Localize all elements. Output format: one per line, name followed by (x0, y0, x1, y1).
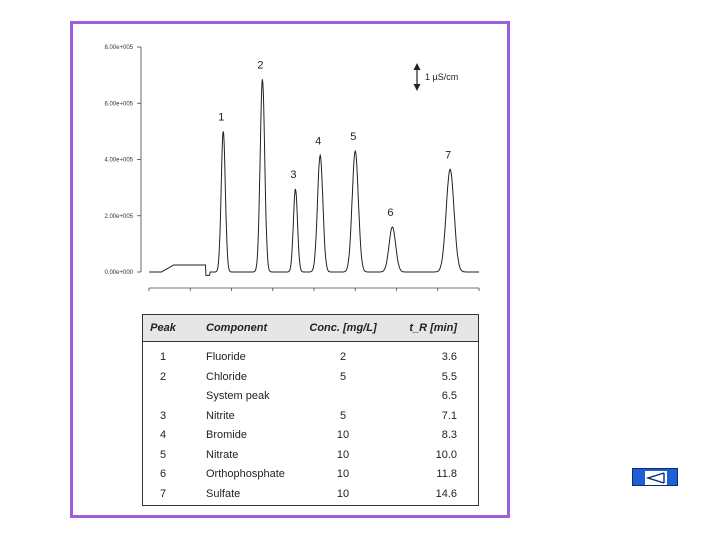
table-row: 4 Bromide 10 8.3 (143, 426, 478, 445)
arrow-down-icon (413, 84, 421, 91)
cell-retention-time: 8.3 (441, 429, 457, 441)
back-button[interactable] (632, 468, 678, 486)
chromatogram-trace (149, 79, 479, 276)
cell-peak: 3 (159, 409, 167, 422)
peak-label-6: 6 (387, 207, 393, 219)
arrow-up-icon (413, 63, 421, 70)
cell-retention-time: 7.1 (441, 409, 457, 422)
cell-conc: 10 (336, 487, 350, 500)
peak-label-7: 7 (445, 149, 451, 161)
header-component: Component (206, 322, 268, 334)
peak-label-2: 2 (257, 59, 263, 71)
table-row: 2 Chloride 5 5.5 (143, 368, 478, 387)
header-peak: Peak (150, 322, 176, 334)
y-tick-label: 8.00e+005 (104, 45, 133, 51)
table-row: System peak 6.5 (143, 387, 478, 406)
y-tick-label: 0.00e+000 (104, 270, 133, 276)
table-row: 5 Nitrate 10 10.0 (143, 446, 478, 465)
cell-component: Chloride (206, 370, 247, 383)
cell-conc: 5 (339, 370, 347, 383)
cell-retention-time: 5.5 (441, 370, 457, 383)
scale-bar: 1 µS/cm (413, 63, 458, 91)
peak-label-5: 5 (350, 131, 356, 143)
y-tick-label: 2.00e+005 (104, 214, 133, 220)
cell-peak: 1 (159, 351, 167, 363)
table-row: 3 Nitrite 5 7.1 (143, 407, 478, 426)
header-retention-time: t_R [min] (409, 322, 457, 334)
table-header: Peak Component Conc. [mg/L] t_R [min] (143, 315, 478, 342)
cell-conc: 10 (336, 429, 350, 441)
cell-conc: 10 (336, 468, 350, 480)
cell-retention-time: 11.8 (436, 468, 457, 480)
cell-peak: 7 (159, 487, 167, 500)
cell-component: Sulfate (206, 487, 241, 500)
y-tick-label: 4.00e+005 (104, 158, 133, 164)
table-row: 1 Fluoride 2 3.6 (143, 348, 478, 367)
cell-retention-time: 10.0 (435, 448, 457, 461)
cell-retention-time: 3.6 (441, 351, 457, 363)
cell-retention-time: 6.5 (441, 390, 457, 402)
cell-peak: 2 (159, 370, 167, 383)
y-tick-label: 6.00e+005 (104, 101, 133, 107)
cell-component: Bromide (206, 429, 247, 441)
cell-peak: 6 (159, 468, 167, 480)
cell-component: Fluoride (206, 351, 246, 363)
cell-peak: 4 (159, 429, 167, 441)
peak-label-1: 1 (218, 111, 224, 123)
chromatogram-chart: 0.00e+000 2.00e+005 4.00e+005 6.00e+005 8.00… (104, 45, 480, 291)
peak-table: Peak Component Conc. [mg/L] t_R [min] 1 F… (142, 314, 479, 506)
table-row: 6 Orthophosphate 10 11.8 (143, 465, 478, 484)
table-row: 7 Sulfate 10 14.6 (143, 485, 478, 504)
cell-conc: 5 (339, 409, 347, 422)
cell-component: Nitrite (206, 409, 235, 422)
cell-retention-time: 14.6 (435, 487, 457, 500)
peak-labels: 1 2 3 4 5 6 7 (218, 59, 451, 219)
slide-frame: 0.00e+000 2.00e+005 4.00e+005 6.00e+005 8.00… (70, 21, 510, 518)
triangle-left-icon (645, 471, 667, 485)
cell-peak: 5 (159, 448, 167, 461)
cell-conc: 2 (339, 351, 347, 363)
cell-conc: 10 (336, 448, 350, 461)
peak-label-3: 3 (290, 169, 296, 181)
cell-component: System peak (206, 390, 270, 402)
cell-component: Nitrate (206, 448, 239, 461)
y-axis: 0.00e+000 2.00e+005 4.00e+005 6.00e+005 8.00… (104, 45, 142, 276)
cell-component: Orthophosphate (206, 468, 285, 480)
header-conc: Conc. [mg/L] (309, 322, 377, 334)
scale-bar-label: 1 µS/cm (425, 72, 458, 82)
peak-label-4: 4 (315, 135, 321, 147)
x-axis: 0246810121416 (148, 287, 480, 291)
